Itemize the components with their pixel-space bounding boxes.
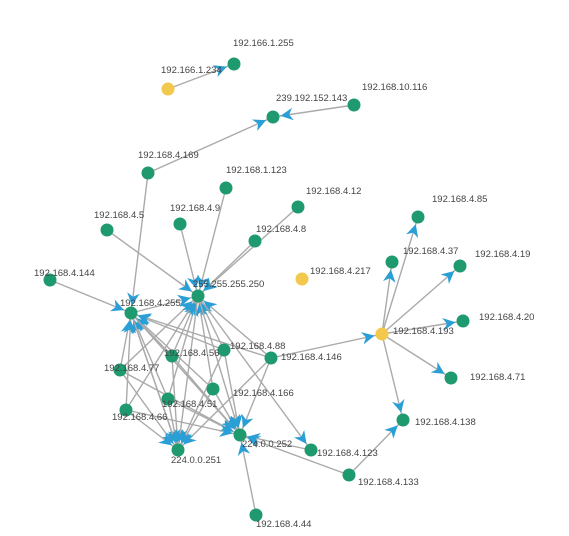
node-label: 192.168.4.8 [256, 224, 306, 235]
node [249, 508, 263, 522]
edge [147, 116, 274, 174]
node [295, 272, 309, 286]
node-label: 192.168.4.123 [317, 448, 378, 459]
edge [348, 419, 404, 476]
edge [239, 357, 272, 436]
edge [130, 312, 179, 451]
edge [197, 295, 241, 436]
node-label: 192.168.4.9 [170, 203, 220, 214]
node-label: 192.168.4.66 [112, 412, 167, 423]
node-label: 255.255.255.250 [193, 279, 264, 290]
node [100, 223, 114, 237]
node-label: 192.166.1.255 [233, 38, 294, 49]
edge [197, 295, 272, 359]
node-label: 192.166.1.234 [161, 65, 222, 76]
node [191, 289, 205, 303]
edge [237, 434, 257, 516]
node-label: 192.168.4.12 [306, 186, 361, 197]
node-label: 192.168.4.51 [162, 399, 217, 410]
node-label: 192.168.4.44 [256, 519, 311, 530]
edge [381, 261, 396, 335]
edge [381, 333, 405, 421]
edge [130, 294, 199, 314]
edge [197, 295, 312, 451]
node [396, 413, 410, 427]
node [161, 82, 175, 96]
edge [49, 279, 132, 314]
node [444, 371, 458, 385]
node-label: 192.168.4.77 [104, 363, 159, 374]
edge [381, 317, 464, 335]
node [453, 259, 467, 273]
node-label: 192.168.4.144 [34, 268, 95, 279]
edge [127, 172, 149, 314]
node [43, 273, 57, 287]
node [248, 234, 262, 248]
edge [179, 223, 200, 297]
edge [125, 409, 179, 451]
edge [197, 240, 256, 297]
node [233, 428, 247, 442]
node-label: 192.168.4.85 [432, 194, 487, 205]
node-label: 192.168.4.56 [164, 348, 219, 359]
edge [239, 433, 312, 451]
edge [174, 295, 199, 451]
node [385, 255, 399, 269]
node [124, 306, 138, 320]
edge [125, 409, 241, 437]
node [347, 98, 361, 112]
node [375, 327, 389, 341]
node-label: 192.168.4.169 [138, 150, 199, 161]
node [119, 403, 133, 417]
edge [123, 312, 137, 411]
node [113, 363, 127, 377]
node [141, 166, 155, 180]
node [161, 392, 175, 406]
node [165, 349, 179, 363]
node-label: 192.168.1.123 [226, 165, 287, 176]
node-label: 224.0.0.251 [171, 455, 221, 466]
node-label: 192.168.4.193 [393, 326, 454, 337]
node-label: 192.168.4.138 [415, 417, 476, 428]
node-label: 192.168.4.146 [281, 352, 342, 363]
node-label: 224.0.0.252 [242, 439, 292, 450]
node [206, 382, 220, 396]
edge [130, 312, 272, 359]
node [173, 217, 187, 231]
edge [381, 333, 452, 379]
node [171, 443, 185, 457]
edge [106, 229, 199, 297]
node-label: 192.168.4.133 [358, 477, 419, 488]
node-label: 192.168.4.20 [479, 312, 534, 323]
node [227, 57, 241, 71]
edge [167, 63, 235, 90]
edge [270, 332, 383, 359]
node-label: 192.168.4.255 [120, 298, 181, 309]
edge [381, 216, 419, 335]
edge [196, 187, 227, 297]
node-label: 192.168.4.166 [233, 388, 294, 399]
node-label: 192.168.4.88 [230, 341, 285, 352]
node-label: 192.168.4.37 [403, 246, 458, 257]
edge [272, 104, 355, 121]
node-label: 192.168.10.116 [362, 82, 427, 93]
edge [381, 265, 461, 335]
edge [125, 295, 199, 411]
node [217, 343, 231, 357]
node [411, 210, 425, 224]
node [264, 351, 278, 365]
node [456, 314, 470, 328]
node-label: 192.168.4.19 [475, 249, 530, 260]
node [342, 468, 356, 482]
node-label: 192.168.4.217 [310, 266, 371, 277]
node [291, 200, 305, 214]
node-label: 192.168.4.71 [470, 372, 525, 383]
edge [130, 312, 241, 436]
node [266, 110, 280, 124]
node [219, 181, 233, 195]
node-label: 192.168.4.5 [94, 210, 144, 221]
node [304, 443, 318, 457]
node-label: 239.192.152.143 [276, 93, 347, 104]
